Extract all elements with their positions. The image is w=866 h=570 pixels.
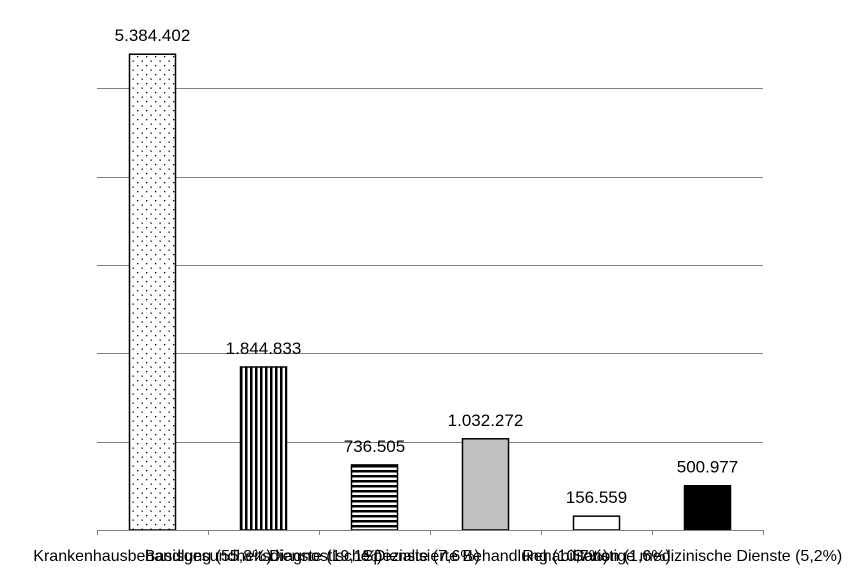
- category-label: Sonstige medizinische Dienste (5,2%): [573, 548, 842, 565]
- value-label: 500.977: [677, 458, 738, 477]
- x-axis: [97, 530, 764, 535]
- value-labels: 5.384.402 1.844.833 736.505 1.032.272 156.55…: [115, 26, 739, 507]
- category-labels: Krankenhausbehandlung (55,8%)Basisgesund…: [33, 548, 842, 565]
- bar: [239, 366, 288, 531]
- bar: [350, 464, 399, 531]
- value-label: 5.384.402: [115, 26, 191, 45]
- gridlines: [97, 88, 763, 443]
- category-label: Diagnostische Dienste (7,6%): [269, 548, 480, 565]
- value-label: 1.844.833: [226, 339, 302, 358]
- bars: [128, 53, 732, 531]
- bar: [461, 438, 510, 531]
- bar: [572, 515, 621, 531]
- bar: [128, 53, 177, 531]
- value-label: 1.032.272: [448, 411, 524, 430]
- category-label: Basisgesundheitsdienste (19,1%): [145, 548, 382, 565]
- category-label: Spezialisierte Behandlung (10,7%): [363, 548, 608, 565]
- category-label: Rehabilitation (1,6%): [522, 548, 671, 565]
- value-label: 736.505: [344, 437, 405, 456]
- bar: [683, 484, 732, 531]
- category-label: Krankenhausbehandlung (55,8%): [33, 548, 271, 565]
- value-label: 156.559: [566, 488, 627, 507]
